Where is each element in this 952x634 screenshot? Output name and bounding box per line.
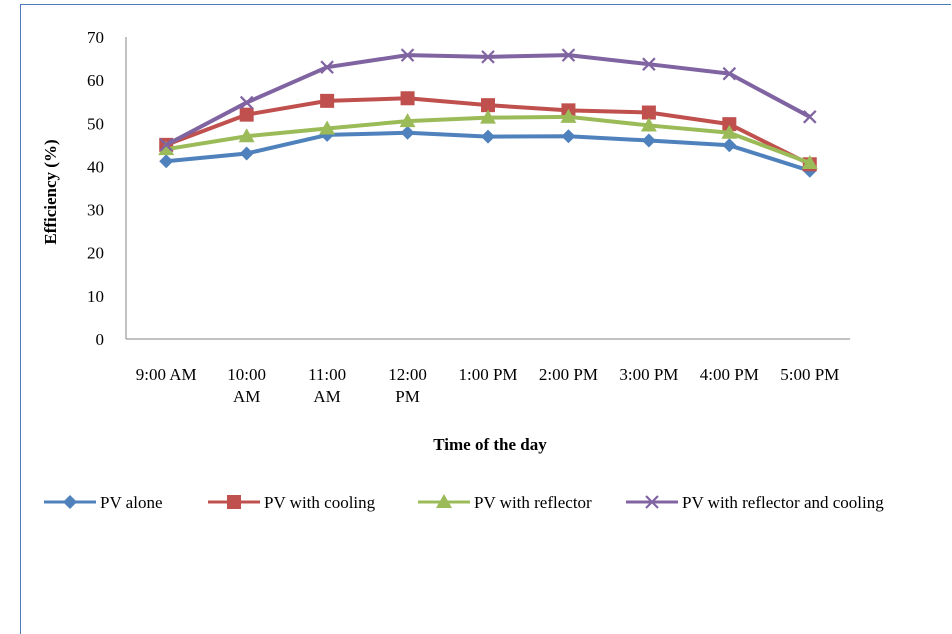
x-marker-stroke: [561, 48, 576, 62]
series-x: [159, 48, 817, 152]
x-tick-label: 1:00 PM: [458, 365, 517, 384]
data-point: [400, 48, 415, 62]
series-square: [159, 91, 817, 172]
x-marker-stroke: [645, 495, 659, 509]
legend-marker: [63, 495, 77, 509]
x-marker-stroke: [802, 110, 817, 124]
legend-item: PV with reflector and cooling: [626, 493, 884, 512]
x-tick-label-line: 4:00 PM: [700, 365, 759, 384]
data-point: [320, 127, 335, 142]
data-point: [480, 109, 496, 124]
data-point: [400, 91, 415, 106]
x-marker-stroke: [722, 66, 737, 81]
x-marker-stroke: [400, 48, 415, 62]
y-axis-ticks: 0 10 20 30 40 50 60 70: [87, 28, 104, 349]
legend-label: PV alone: [100, 493, 163, 512]
data-point: [239, 95, 254, 110]
x-tick-label-line: 1:00 PM: [458, 365, 517, 384]
series-triangle: [158, 108, 818, 169]
data-point: [319, 120, 336, 135]
x-marker-stroke: [239, 95, 254, 110]
x-tick-label-line: AM: [233, 387, 260, 406]
x-marker-stroke: [320, 60, 334, 74]
chart-frame: [20, 4, 951, 634]
x-tick-label: 9:00 AM: [136, 365, 197, 384]
data-point: [640, 117, 657, 132]
data-point: [481, 98, 495, 113]
x-tick-label-line: AM: [313, 387, 340, 406]
y-tick-label: 40: [87, 157, 104, 176]
x-axis-ticks: 9:00 AM 10:00 AM 11:00 AM 12:00 PM 1:00 PM 2:00 …: [136, 365, 840, 406]
data-point: [158, 141, 175, 156]
y-tick-label: 50: [87, 114, 104, 133]
data-point: [721, 124, 738, 139]
data-point: [560, 108, 577, 123]
y-tick-label: 10: [87, 287, 104, 306]
data-point: [722, 117, 737, 132]
legend-label: PV with cooling: [264, 493, 376, 512]
legend-label: PV with reflector and cooling: [682, 493, 884, 512]
x-axis-title: Time of the day: [433, 435, 547, 454]
x-tick-label: 5:00 PM: [780, 365, 839, 384]
y-tick-label: 0: [96, 330, 105, 349]
x-tick-label: 3:00 PM: [619, 365, 678, 384]
x-tick-label-line: 9:00 AM: [136, 365, 197, 384]
y-tick-label: 20: [87, 244, 104, 263]
x-tick-label-line: 3:00 PM: [619, 365, 678, 384]
x-tick-label-line: 2:00 PM: [539, 365, 598, 384]
x-tick-label-line: 5:00 PM: [780, 365, 839, 384]
data-point: [159, 154, 174, 169]
x-marker-stroke: [642, 57, 656, 71]
x-tick-label: 2:00 PM: [539, 365, 598, 384]
x-tick-label-line: 11:00: [308, 365, 346, 384]
x-marker-stroke: [159, 138, 174, 152]
data-point: [400, 125, 415, 140]
data-point: [722, 138, 737, 153]
data-point: [641, 105, 656, 120]
legend-item: PV alone: [44, 493, 163, 512]
series-layer: [158, 48, 818, 178]
legend: PV alone PV with cooling PV with reflector…: [44, 493, 884, 512]
legend-marker: [227, 495, 241, 509]
data-point: [642, 57, 656, 71]
x-tick-label: 4:00 PM: [700, 365, 759, 384]
y-tick-label: 70: [87, 28, 104, 47]
x-tick-label: 11:00 AM: [308, 365, 346, 406]
data-point: [239, 107, 254, 122]
legend-label: PV with reflector: [474, 493, 592, 512]
data-point: [399, 113, 416, 128]
data-point: [320, 93, 335, 108]
data-point: [722, 66, 737, 81]
x-tick-label-line: PM: [395, 387, 420, 406]
data-point: [159, 138, 174, 152]
data-point: [481, 50, 495, 64]
legend-marker: [645, 495, 659, 509]
x-marker-stroke: [481, 50, 495, 64]
legend-item: PV with cooling: [208, 493, 376, 512]
data-point: [641, 133, 656, 148]
y-tick-label: 30: [87, 201, 104, 220]
x-tick-label: 12:00 PM: [388, 365, 427, 406]
data-point: [561, 48, 576, 62]
data-point: [320, 60, 334, 74]
x-tick-label: 10:00 AM: [227, 365, 266, 406]
data-point: [802, 110, 817, 124]
data-point: [561, 129, 576, 144]
series-diamond: [159, 125, 817, 178]
y-axis-title: Efficiency (%): [41, 139, 60, 244]
legend-item: PV with reflector: [418, 493, 592, 512]
data-point: [481, 129, 495, 144]
x-tick-label-line: 12:00: [388, 365, 427, 384]
data-point: [238, 128, 255, 143]
x-tick-label-line: 10:00: [227, 365, 266, 384]
data-point: [239, 146, 254, 161]
data-point: [801, 154, 818, 169]
y-tick-label: 60: [87, 71, 104, 90]
legend-marker: [436, 494, 452, 508]
